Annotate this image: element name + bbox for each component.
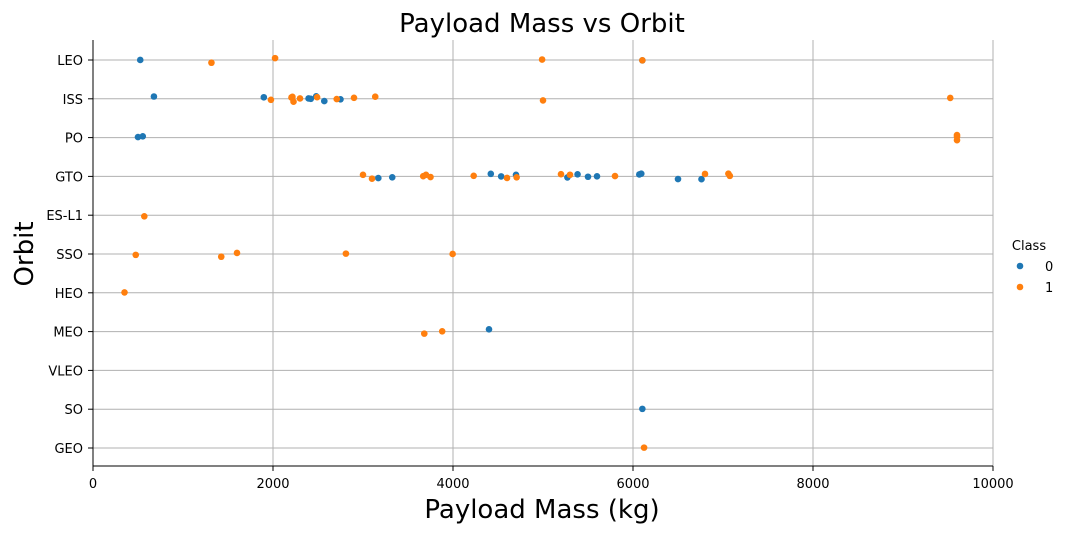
- data-point-class-1: [359, 171, 367, 179]
- legend-marker-0: [1016, 262, 1024, 270]
- data-point-class-0: [698, 175, 705, 183]
- data-point-class-1: [726, 172, 734, 180]
- data-point-class-1: [470, 172, 478, 180]
- data-point-class-0: [260, 93, 268, 101]
- y-axis-label: Orbit: [10, 221, 40, 286]
- data-point-class-1: [953, 136, 961, 144]
- data-point-class-1: [438, 328, 446, 335]
- data-point-class-1: [427, 173, 434, 181]
- x-tick-label: 0: [89, 477, 97, 492]
- data-point-class-1: [503, 174, 511, 182]
- x-tick-label: 6000: [616, 477, 649, 492]
- data-point-class-1: [566, 171, 574, 179]
- data-point-class-1: [611, 172, 619, 180]
- data-point-class-1: [371, 93, 379, 101]
- data-point-class-1: [141, 212, 148, 220]
- data-point-class-1: [640, 444, 648, 451]
- data-point-class-1: [121, 289, 128, 296]
- data-point-class-0: [639, 405, 646, 413]
- legend-marker-1: [1016, 283, 1024, 291]
- chart-title: Payload Mass vs Orbit: [399, 9, 685, 39]
- data-point-class-0: [497, 173, 505, 180]
- y-tick-label: ES-L1: [46, 209, 83, 224]
- data-point-class-1: [946, 94, 954, 102]
- data-point-class-0: [487, 170, 495, 178]
- y-tick-label: PO: [65, 132, 83, 147]
- data-point-class-1: [267, 96, 275, 104]
- data-point-class-0: [136, 56, 144, 64]
- y-tick-label: SO: [65, 403, 83, 418]
- data-point-class-0: [150, 93, 158, 100]
- data-points: [121, 54, 961, 451]
- y-tick-label: VLEO: [48, 364, 83, 379]
- x-tick-label: 4000: [436, 477, 469, 492]
- data-point-class-0: [637, 170, 645, 178]
- x-tick-label: 10000: [972, 477, 1013, 492]
- data-point-class-1: [233, 249, 241, 257]
- legend-label-0: 0: [1045, 260, 1053, 275]
- data-point-class-0: [321, 97, 328, 105]
- data-point-class-1: [368, 175, 376, 183]
- data-point-class-0: [584, 173, 592, 181]
- data-point-class-0: [375, 174, 382, 182]
- data-point-class-1: [132, 251, 140, 259]
- data-point-class-1: [290, 98, 297, 106]
- data-point-class-1: [342, 250, 350, 257]
- x-tick-label: 2000: [256, 477, 289, 492]
- data-point-class-1: [271, 54, 279, 62]
- data-point-class-0: [674, 175, 682, 183]
- data-point-class-1: [557, 170, 565, 178]
- data-point-class-1: [333, 95, 341, 103]
- data-point-class-0: [388, 174, 396, 181]
- data-point-class-1: [539, 97, 547, 104]
- y-tick-label: SSO: [56, 248, 83, 263]
- y-tick-label: ISS: [63, 93, 83, 108]
- data-point-class-1: [208, 59, 215, 67]
- data-point-class-1: [953, 131, 961, 139]
- data-point-class-0: [307, 95, 315, 103]
- data-point-class-1: [313, 93, 321, 101]
- data-point-class-0: [574, 171, 581, 178]
- grid-lines: [92, 40, 994, 466]
- legend-title: Class: [1012, 239, 1046, 254]
- legend-label-1: 1: [1045, 281, 1053, 296]
- y-tick-label: LEO: [57, 54, 83, 69]
- y-tick-label: GTO: [55, 170, 83, 185]
- axes: 0 2000 4000 6000 8000 10000 LEO ISS PO GTO ES-L1 SS…: [46, 40, 1014, 492]
- x-tick-label: 8000: [796, 477, 829, 492]
- data-point-class-0: [485, 326, 493, 333]
- data-point-class-0: [593, 173, 601, 180]
- data-point-class-1: [701, 170, 709, 178]
- x-axis-label: Payload Mass (kg): [424, 495, 659, 525]
- data-point-class-1: [350, 94, 358, 102]
- data-point-class-1: [296, 95, 304, 102]
- data-point-class-0: [139, 133, 147, 140]
- legend: Class 0 1: [1012, 239, 1053, 296]
- data-point-class-1: [513, 174, 520, 181]
- data-point-class-1: [538, 56, 546, 63]
- data-point-class-1: [420, 330, 428, 337]
- y-tick-label: HEO: [55, 287, 83, 302]
- data-point-class-1: [449, 250, 456, 258]
- y-tick-label: GEO: [54, 442, 83, 457]
- y-tick-label: MEO: [53, 326, 83, 341]
- data-point-class-1: [217, 253, 225, 261]
- data-point-class-1: [639, 57, 646, 64]
